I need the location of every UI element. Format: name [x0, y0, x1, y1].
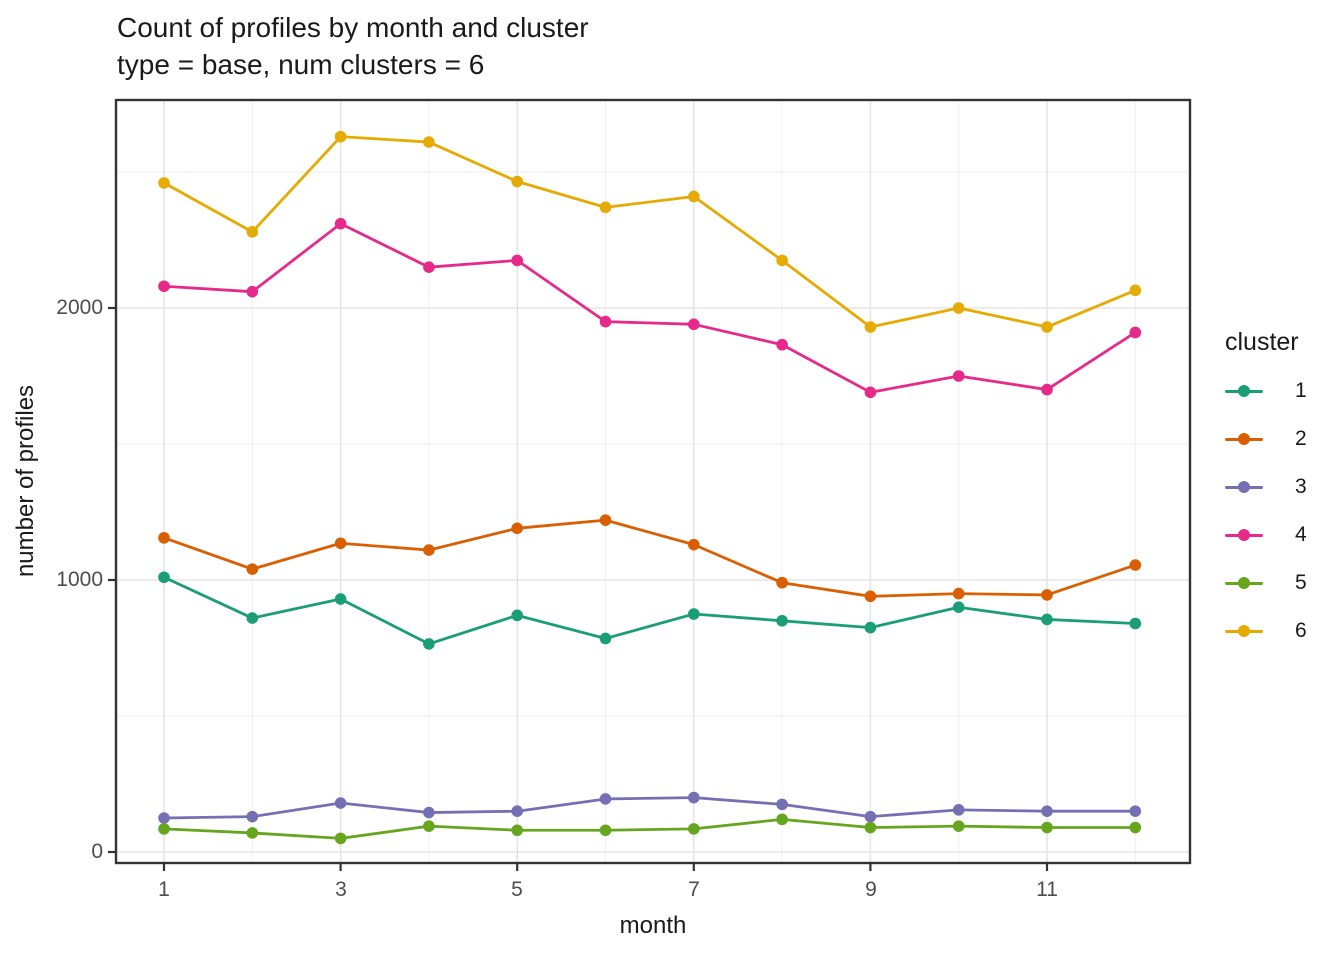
x-tick-label-11: 11 [1036, 878, 1058, 901]
legend-item-label: 4 [1295, 523, 1307, 546]
legend-item-cluster-4: 4 [1225, 511, 1307, 559]
chart-subtitle: type = base, num clusters = 6 [117, 49, 485, 80]
legend-item-label: 2 [1295, 427, 1307, 450]
legend-item-label: 5 [1295, 571, 1307, 594]
x-tick-label-3: 3 [335, 878, 347, 901]
legend-key-line-dot-icon [1225, 525, 1263, 545]
legend-key-line-dot-icon [1225, 381, 1263, 401]
x-tick-label-7: 7 [688, 878, 700, 901]
legend-item-label: 1 [1295, 379, 1307, 402]
y-axis-title: number of profiles [12, 384, 39, 578]
y-tick-label-1000: 1000 [56, 568, 103, 591]
legend-item-cluster-3: 3 [1225, 463, 1307, 511]
legend-item-cluster-2: 2 [1225, 415, 1307, 463]
x-tick-label-9: 9 [865, 878, 877, 901]
legend-item-label: 3 [1295, 475, 1307, 498]
x-tick-label-1: 1 [158, 878, 170, 901]
x-axis-title: month [619, 912, 687, 939]
legend-key-line-dot-icon [1225, 621, 1263, 641]
y-tick-label-2000: 2000 [56, 296, 103, 319]
legend: cluster 1 2 3 4 5 6 [1225, 328, 1307, 655]
legend-item-label: 6 [1295, 619, 1307, 642]
legend-key-line-dot-icon [1225, 429, 1263, 449]
legend-item-cluster-5: 5 [1225, 559, 1307, 607]
legend-item-cluster-6: 6 [1225, 607, 1307, 655]
legend-item-cluster-1: 1 [1225, 367, 1307, 415]
chart-title: Count of profiles by month and cluster [117, 12, 589, 43]
y-tick-label-0: 0 [91, 840, 103, 863]
legend-key-line-dot-icon [1225, 477, 1263, 497]
legend-title: cluster [1225, 328, 1299, 356]
x-tick-label-5: 5 [511, 878, 523, 901]
legend-key-line-dot-icon [1225, 573, 1263, 593]
